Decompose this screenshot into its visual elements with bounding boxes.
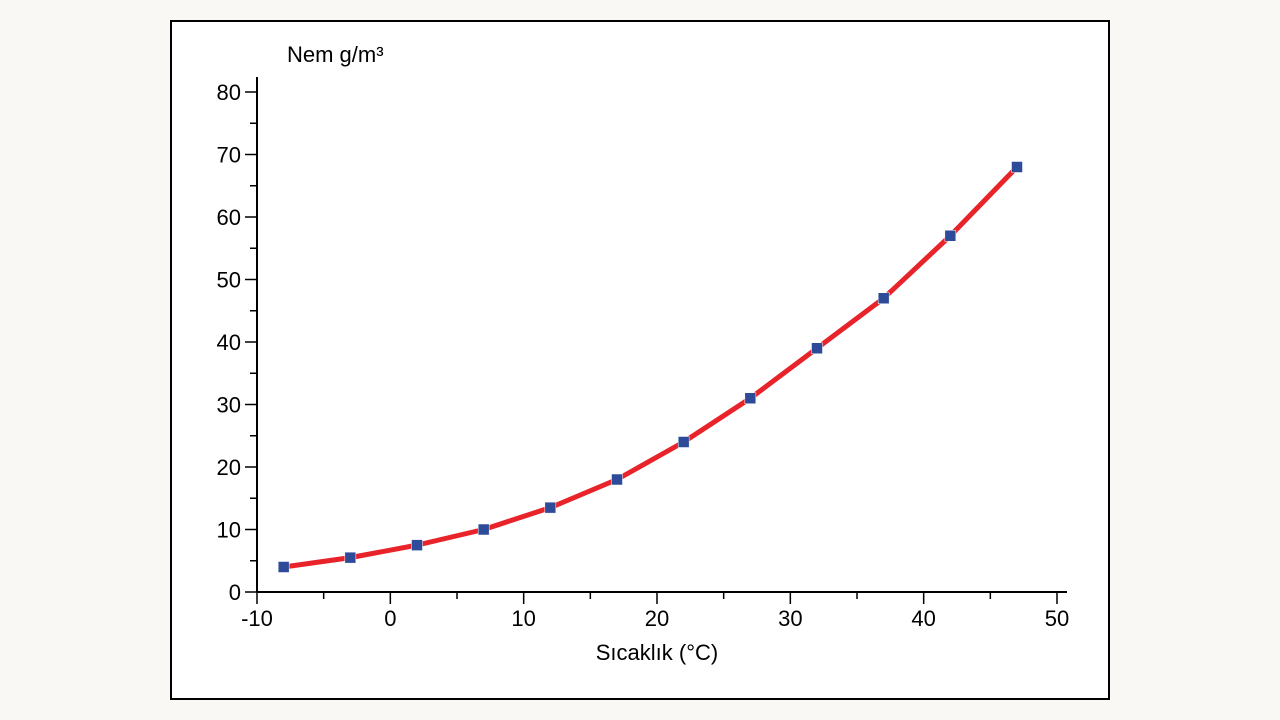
data-marker — [478, 524, 489, 535]
svg-text:30: 30 — [217, 393, 241, 418]
data-marker — [345, 552, 356, 563]
svg-text:40: 40 — [911, 606, 935, 631]
svg-text:80: 80 — [217, 80, 241, 105]
data-marker — [545, 502, 556, 513]
data-marker — [612, 474, 623, 485]
data-marker — [878, 293, 889, 304]
svg-text:0: 0 — [384, 606, 396, 631]
data-line — [284, 167, 1017, 567]
chart-svg: 01020304050607080-1001020304050Nem g/m³S… — [172, 22, 1112, 702]
svg-text:20: 20 — [645, 606, 669, 631]
data-marker — [412, 540, 423, 551]
chart-frame: 01020304050607080-1001020304050Nem g/m³S… — [170, 20, 1110, 700]
svg-text:60: 60 — [217, 205, 241, 230]
svg-text:0: 0 — [229, 580, 241, 605]
svg-text:20: 20 — [217, 455, 241, 480]
svg-text:-10: -10 — [241, 606, 273, 631]
svg-text:50: 50 — [1045, 606, 1069, 631]
svg-text:40: 40 — [217, 330, 241, 355]
svg-text:70: 70 — [217, 143, 241, 168]
svg-text:50: 50 — [217, 268, 241, 293]
data-marker — [1012, 162, 1023, 173]
x-axis-title: Sıcaklık (°C) — [596, 640, 718, 665]
data-marker — [812, 343, 823, 354]
data-marker — [745, 393, 756, 404]
svg-text:10: 10 — [511, 606, 535, 631]
svg-text:30: 30 — [778, 606, 802, 631]
data-marker — [945, 230, 956, 241]
data-marker — [278, 562, 289, 573]
y-axis-title: Nem g/m³ — [287, 42, 384, 67]
data-marker — [678, 437, 689, 448]
svg-text:10: 10 — [217, 518, 241, 543]
